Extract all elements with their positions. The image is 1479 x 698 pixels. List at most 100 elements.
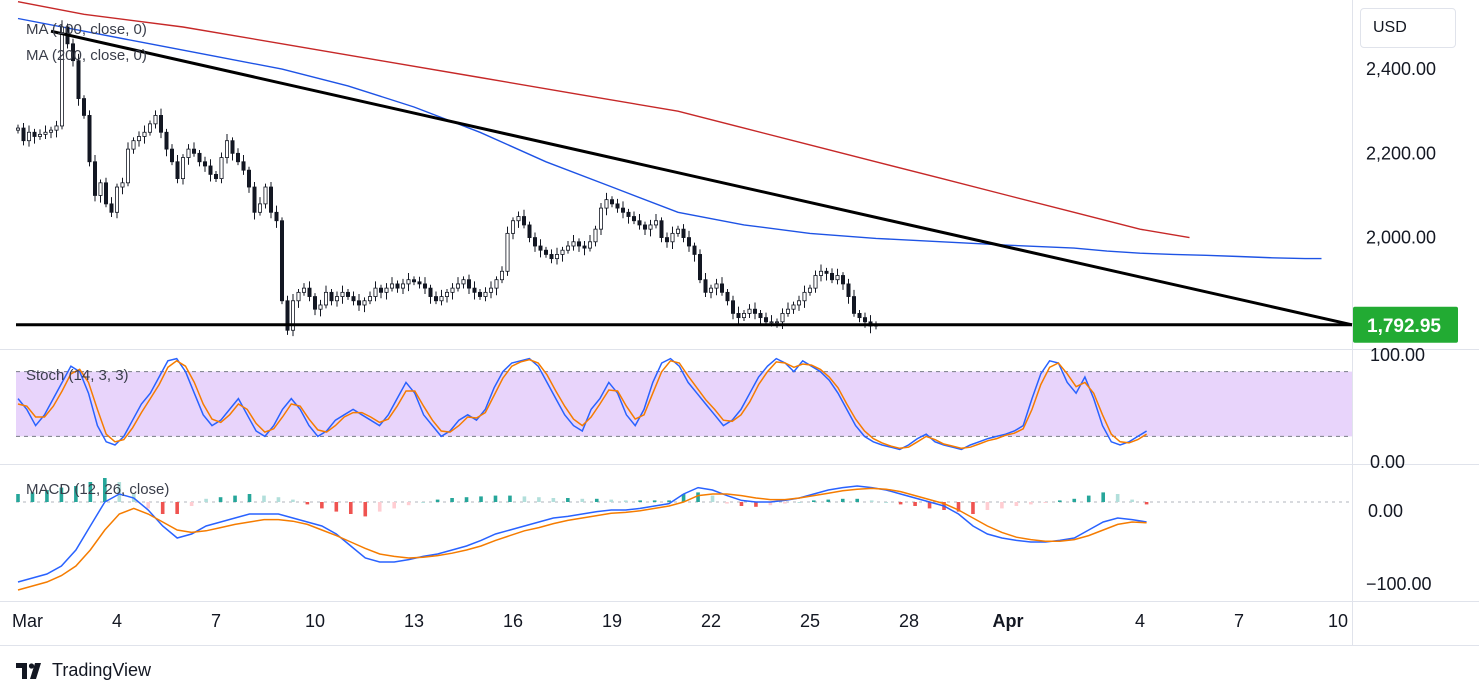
macd-histogram-bar (1014, 502, 1019, 506)
candle-body (692, 245, 697, 255)
candle-body (747, 308, 752, 314)
candle-body (109, 203, 114, 213)
macd-histogram-bar (609, 499, 614, 502)
stoch-legend-text: Stoch (14, 3, 3) (26, 367, 129, 384)
candle-body (87, 115, 92, 163)
macd-histogram-bar (710, 495, 715, 502)
candle-body (268, 186, 273, 213)
date-tick-label: 4 (1135, 611, 1145, 631)
macd-histogram-bar (971, 502, 975, 514)
macd-histogram-bar (812, 500, 816, 502)
candle-body (571, 241, 576, 247)
ma-legend-text: MA (100, close, 0) (26, 21, 147, 38)
price-tick-label: 2,400.00 (1366, 59, 1436, 79)
macd-histogram-bar (160, 502, 165, 514)
macd-histogram-bar (175, 502, 179, 514)
ma100-line (17, 17, 1322, 260)
macd-histogram-bar (189, 502, 194, 506)
candle-body (813, 275, 818, 289)
macd-histogram-bar (956, 502, 961, 512)
candle-body (406, 279, 411, 285)
candle-body (307, 287, 312, 297)
candle-body (648, 224, 653, 230)
date-tick-label: 22 (701, 611, 721, 631)
candle-body (395, 283, 400, 289)
candle-body (312, 296, 317, 310)
candle-body (93, 161, 98, 196)
macd-histogram-bar (146, 502, 151, 509)
candle-body (208, 165, 213, 175)
macd-histogram-bar (450, 498, 454, 502)
candle-body (21, 127, 26, 142)
date-tick-label: Mar (12, 611, 43, 631)
candle-body (257, 203, 262, 213)
candle-body (604, 199, 609, 209)
candle-body (758, 313, 763, 319)
candle-body (169, 148, 174, 163)
candle-body (599, 207, 604, 230)
tradingview-logo[interactable]: TradingView (16, 660, 151, 681)
candle-body (323, 291, 328, 306)
candle-body (213, 173, 218, 180)
macd-histogram-bar (1144, 502, 1149, 505)
macd-histogram-bar (840, 498, 845, 502)
candle-body (461, 279, 466, 285)
candle-body (153, 115, 158, 125)
macd-histogram-bar (681, 494, 686, 502)
candle-body (290, 300, 295, 331)
last-price-tag (1353, 306, 1458, 343)
macd-histogram-bar (276, 497, 281, 502)
candle-body (455, 283, 460, 289)
macd-histogram-bar (16, 494, 20, 502)
candle-body (252, 186, 257, 213)
candle-body (60, 26, 65, 127)
stoch-overbought-oversold-band (16, 371, 1352, 437)
macd-histogram-bar (45, 490, 49, 502)
macd-histogram-bar (320, 502, 324, 509)
candle-body (439, 296, 444, 302)
candle-body (736, 313, 741, 319)
macd-histogram-bar (233, 495, 237, 502)
currency-button[interactable]: USD (1360, 8, 1456, 48)
macd-histogram-bar (522, 496, 527, 502)
macd-histogram-bar (1000, 502, 1004, 509)
candle-body (296, 291, 301, 302)
candle-body (780, 313, 785, 323)
candle-body (544, 249, 549, 255)
candle-body (373, 287, 378, 297)
macd-histogram-bar (30, 492, 35, 502)
ma-legend-text: MA (200, close, 0) (26, 47, 147, 64)
drawings: 1,792.95 (16, 29, 1458, 343)
date-tick-label: 7 (1234, 611, 1244, 631)
candle-body (714, 283, 719, 289)
indicator-lines (17, 1, 1322, 591)
candle-body (670, 232, 675, 243)
candle-body (510, 220, 515, 234)
date-tick-label: Apr (993, 611, 1024, 631)
candle-body (533, 237, 538, 247)
candle-body (164, 131, 169, 150)
candle-body (769, 321, 774, 324)
candle-body (835, 275, 840, 281)
candle-body (466, 279, 471, 289)
candle-body (362, 300, 367, 306)
candle-body (786, 308, 791, 314)
macd-histogram-bar (985, 502, 990, 510)
stoch-band (16, 371, 1352, 437)
macd-histogram-bar (638, 500, 642, 502)
macd-histogram-bar (117, 482, 122, 502)
candle-body (329, 291, 334, 302)
macd-histogram-bar (855, 498, 860, 502)
macd-histogram-bar (768, 502, 773, 506)
candle-body (26, 131, 31, 142)
candle-body (197, 152, 202, 163)
candle-body (643, 224, 648, 230)
candle-body (279, 220, 284, 302)
macd-histogram-bar (667, 500, 671, 502)
macd-histogram-bar (392, 502, 396, 509)
macd-histogram (16, 478, 1352, 517)
candle-body (230, 140, 235, 154)
macd-histogram-bar (334, 502, 339, 512)
candle-body (147, 123, 152, 133)
